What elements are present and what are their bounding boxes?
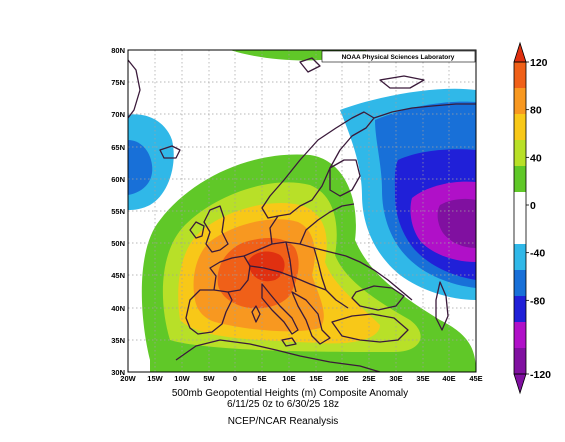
colorbar-bin [514,192,526,219]
lon-tick-label: 5E [257,374,266,383]
pos-anomaly-120 [248,251,285,282]
lon-tick-label: 15W [147,374,163,383]
colorbar-bin [514,296,526,323]
colorbar-label: -40 [530,248,545,260]
colorbar-bin [514,88,526,115]
lon-tick-label: 20W [120,374,136,383]
colorbar-label: 40 [530,152,542,164]
colorbar-bin [514,114,526,141]
caption-source: NCEP/NCAR Reanalysis [228,416,339,427]
neg-anomaly-nw-60 [128,140,153,195]
lat-tick-label: 50N [111,239,125,248]
lat-tick-label: 35N [111,336,125,345]
colorbar-bin [514,166,526,193]
lon-tick-label: 5W [203,374,215,383]
colorbar: 120 80 40 0 -40 -80 -120 [513,41,551,395]
lon-tick-label: 25E [362,374,375,383]
colorbar-labels: 120 80 40 0 -40 -80 -120 [526,57,551,381]
lon-tick-label: 20E [335,374,348,383]
lon-tick-label: 10E [282,374,295,383]
colorbar-label: 0 [530,200,536,212]
map-plot-area: NOAA Physical Sciences Laboratory [127,49,477,373]
colorbar-label: -120 [530,369,551,381]
colorbar-bin [514,348,526,375]
credit-text: NOAA Physical Sciences Laboratory [342,54,455,61]
colorbar-top-arrow [513,41,527,63]
credit-box: NOAA Physical Sciences Laboratory [321,50,476,63]
colorbar-label: 120 [530,57,548,69]
neg-anomaly-120 [437,198,476,248]
coastlines [128,57,476,372]
lon-tick-label: 10W [174,374,190,383]
lon-tick-label: 35E [416,374,429,383]
lon-axis: 20W 15W 10W 5W 0 5E 10E 15E 20E 25E 30E … [120,374,482,383]
colorbar-frame [513,61,527,375]
colorbar-bottom-arrow [513,373,527,395]
map-frame [127,49,477,373]
lat-tick-label: 75N [111,78,125,87]
lat-tick-label: 55N [111,207,125,216]
colorbar-label: -80 [530,295,545,307]
lon-tick-label: 0 [233,374,237,383]
lon-tick-label: 15E [309,374,322,383]
colorbar-label: 80 [530,105,542,117]
lat-tick-label: 30N [111,368,125,377]
lat-axis: 30N 35N 40N 45N 50N 55N 60N 65N 70N 75N … [111,46,125,377]
colorbar-bins [514,62,526,375]
colorbar-bin [514,270,526,297]
colorbar-bin [514,62,526,89]
caption-dates: 6/11/25 0z to 6/30/25 18z [227,399,339,410]
lon-tick-label: 40E [442,374,455,383]
lon-tick-label: 30E [389,374,402,383]
colorbar-bin [514,140,526,167]
lat-tick-label: 70N [111,110,125,119]
colorbar-bin [514,218,526,245]
lat-tick-label: 80N [111,46,125,55]
lon-tick-label: 45E [469,374,482,383]
lat-tick-label: 65N [111,143,125,152]
lat-tick-label: 45N [111,271,125,280]
lat-tick-label: 60N [111,175,125,184]
caption: 500mb Geopotential Heights (m) Composite… [172,388,408,427]
lat-tick-label: 40N [111,304,125,313]
colorbar-bin [514,322,526,349]
colorbar-bin [514,244,526,271]
caption-title: 500mb Geopotential Heights (m) Composite… [172,388,408,399]
